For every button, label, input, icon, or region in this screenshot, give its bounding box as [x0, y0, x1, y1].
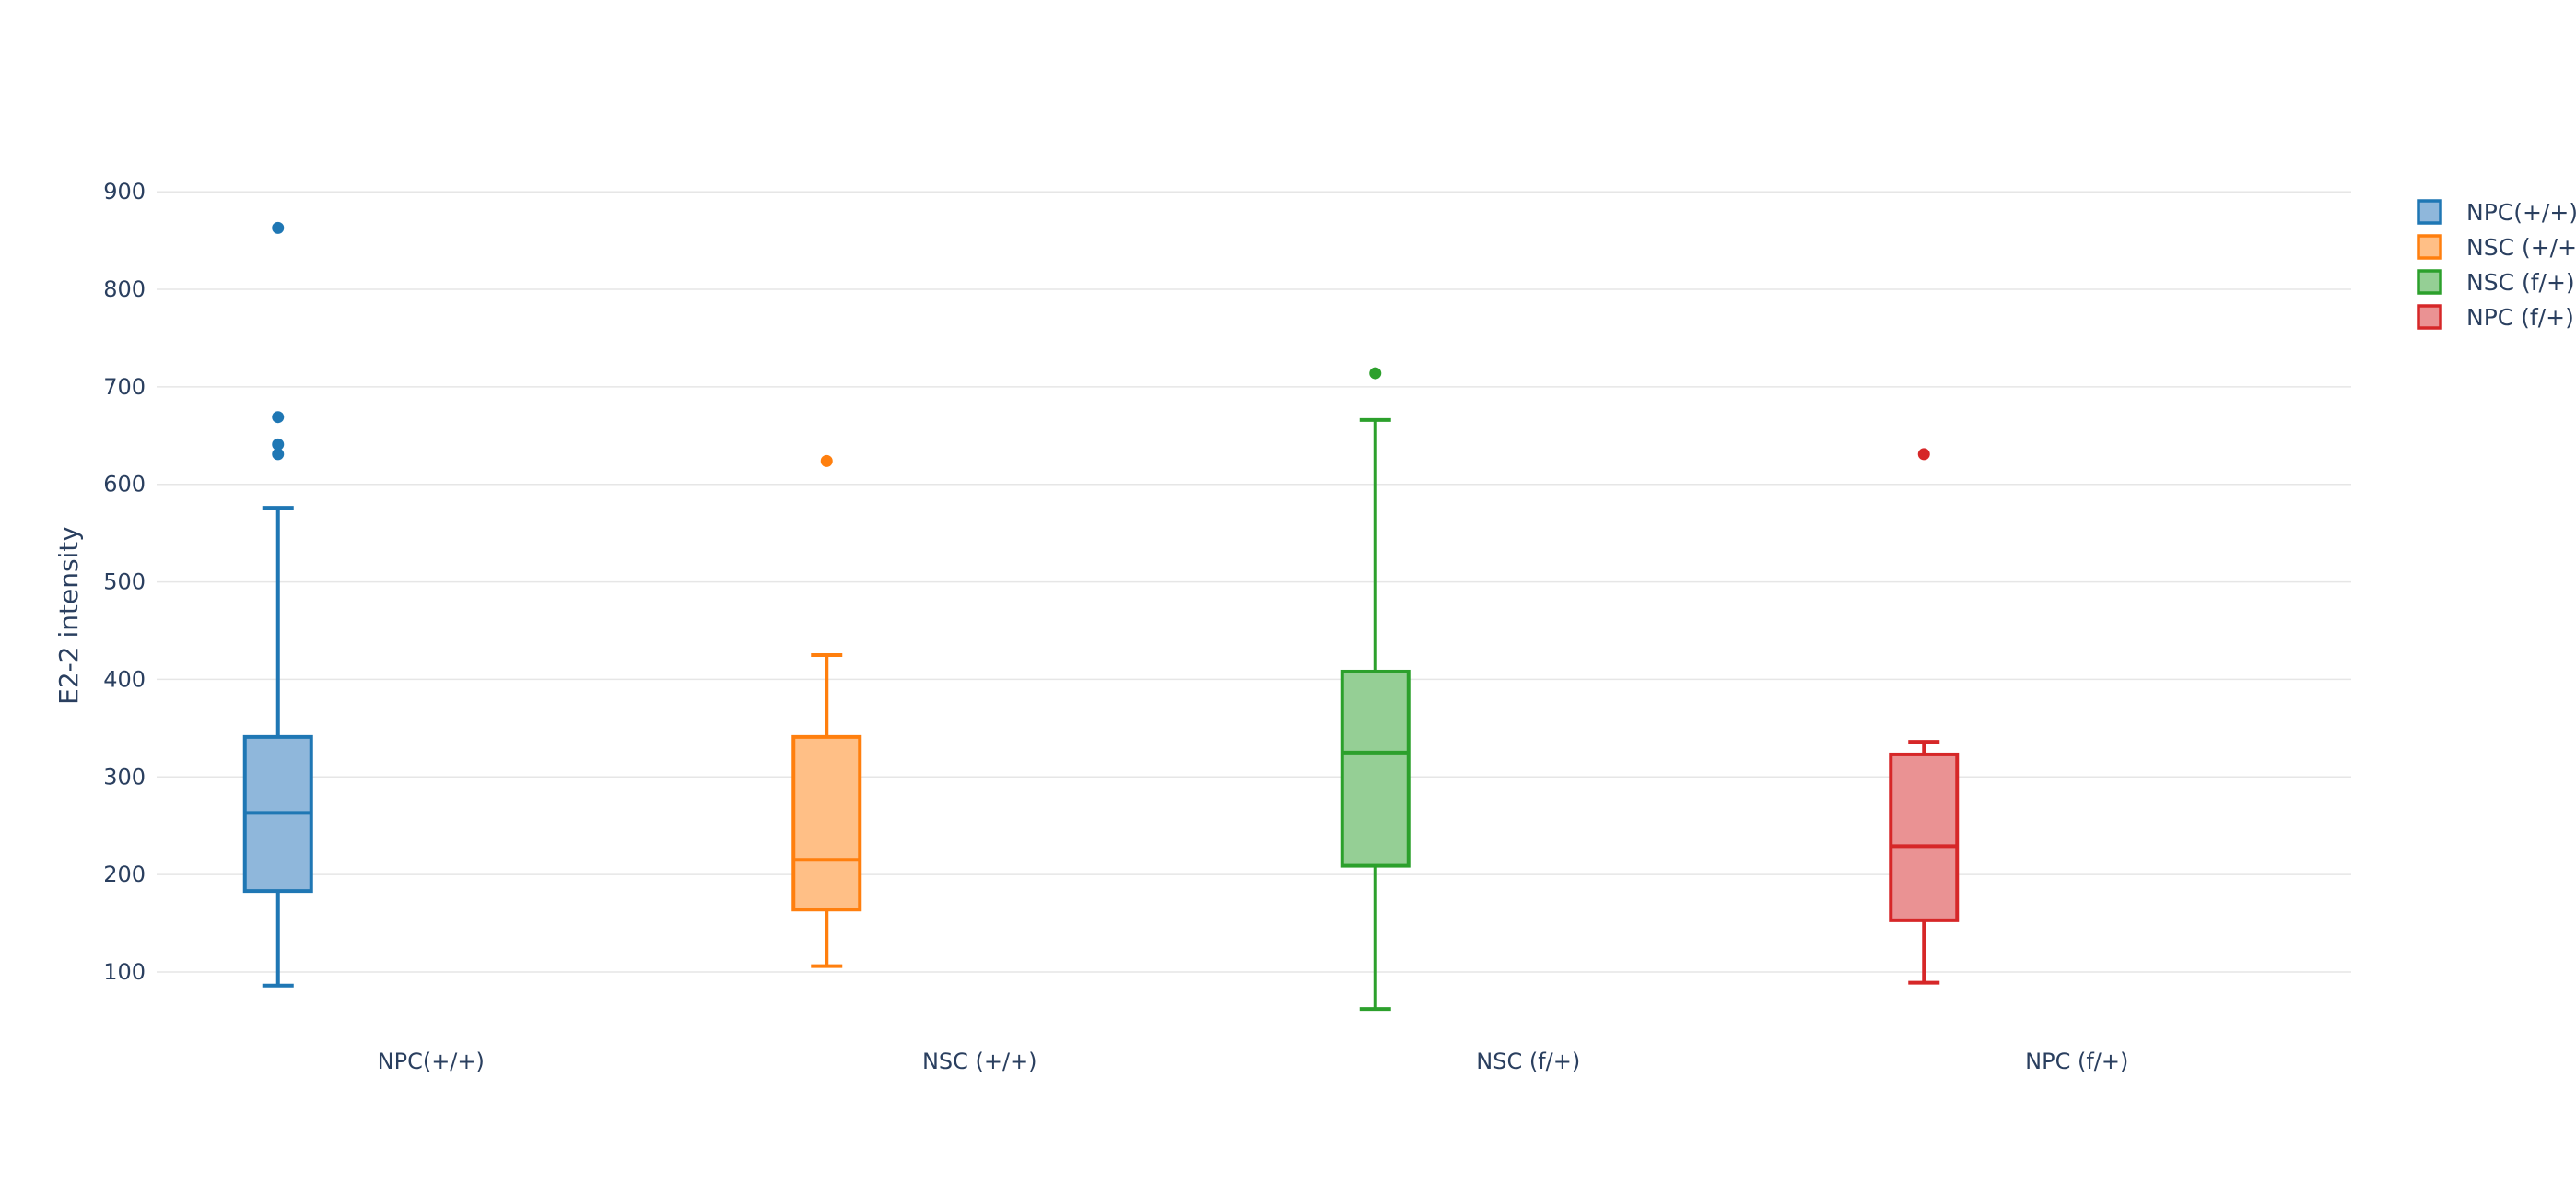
legend-swatch: [2417, 269, 2442, 295]
y-tick-label: 200: [103, 861, 146, 887]
legend-label: NSC (f/+): [2466, 269, 2575, 296]
legend-label: NSC (+/+): [2466, 234, 2576, 261]
x-axis-labels: NPC(+/+) NSC (+/+) NSC (f/+) NPC (f/+): [378, 1048, 2129, 1074]
x-tick-label: NPC(+/+): [378, 1048, 485, 1074]
legend[interactable]: NPC(+/+) NSC (+/+) NSC (f/+) NPC (f/+): [2417, 199, 2576, 331]
x-tick-label: NSC (f/+): [1476, 1048, 1580, 1074]
outlier-point[interactable]: [272, 411, 285, 424]
legend-swatch: [2417, 234, 2442, 260]
legend-label: NPC(+/+): [2466, 199, 2576, 226]
legend-item-2[interactable]: NSC (+/+): [2417, 234, 2576, 261]
y-tick-label: 900: [103, 179, 146, 205]
box-group-1[interactable]: [242, 221, 313, 988]
x-tick-label: NSC (+/+): [922, 1048, 1037, 1074]
boxes-layer: [242, 221, 1960, 1012]
box-iqr[interactable]: [791, 734, 862, 912]
outlier-point[interactable]: [272, 221, 285, 234]
box-group-4[interactable]: [1889, 448, 1960, 985]
outlier-point[interactable]: [1917, 448, 1930, 461]
outlier-point[interactable]: [272, 438, 285, 451]
outlier-point[interactable]: [820, 454, 833, 467]
y-axis-title: E2-2 intensity: [53, 526, 84, 705]
outlier-point[interactable]: [1369, 367, 1382, 380]
box-iqr[interactable]: [1340, 669, 1411, 868]
y-tick-label: 800: [103, 276, 146, 302]
y-tick-label: 300: [103, 764, 146, 790]
y-tick-label: 100: [103, 959, 146, 985]
box-group-2[interactable]: [791, 454, 862, 968]
box-group-3[interactable]: [1340, 367, 1411, 1012]
y-tick-label: 400: [103, 666, 146, 692]
outlier-point[interactable]: [272, 448, 285, 461]
legend-swatch: [2417, 304, 2442, 330]
y-tick-label: 700: [103, 374, 146, 400]
legend-item-4[interactable]: NPC (f/+): [2417, 304, 2574, 331]
gridlines: [157, 191, 2351, 973]
x-tick-label: NPC (f/+): [2025, 1048, 2128, 1074]
y-tick-label: 500: [103, 569, 146, 595]
legend-item-1[interactable]: NPC(+/+): [2417, 199, 2576, 226]
legend-item-3[interactable]: NSC (f/+): [2417, 269, 2575, 296]
y-tick-label: 600: [103, 472, 146, 498]
box-iqr[interactable]: [1889, 752, 1960, 922]
legend-label: NPC (f/+): [2466, 304, 2574, 331]
y-axis-ticks: 100 200 300 400 500 600 700 800 900: [103, 179, 146, 985]
legend-swatch: [2417, 199, 2442, 225]
